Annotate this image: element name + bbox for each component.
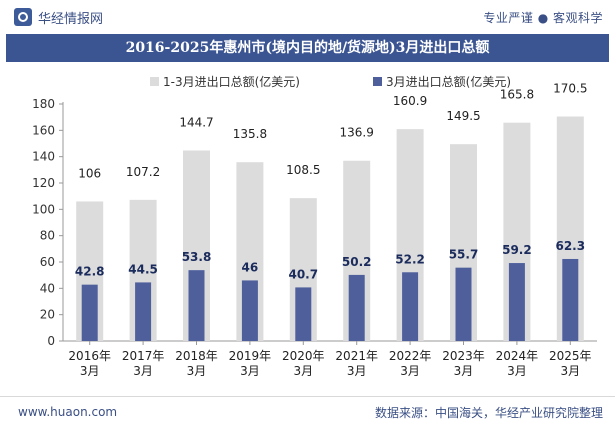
bar-march-3 [241, 280, 258, 341]
bar-march-9 [562, 258, 579, 341]
legend-swatch-0 [150, 77, 159, 86]
y-tick-label: 40 [40, 281, 55, 295]
chart-title: 2016-2025年惠州市(境内目的地/货源地)3月进出口总额 [6, 34, 609, 62]
x-tick-label: 2020年 [282, 349, 325, 363]
y-tick-label: 180 [32, 97, 55, 111]
x-tick-label: 3月 [347, 364, 367, 378]
footer-url: www.huaon.com [18, 405, 118, 419]
data-label-march: 59.2 [502, 243, 532, 257]
bar-march-5 [348, 274, 365, 341]
data-label-ytd: 108.5 [286, 163, 320, 177]
data-label-march: 42.8 [75, 265, 105, 279]
data-label-march: 44.5 [128, 262, 158, 276]
data-label-ytd: 107.2 [126, 165, 160, 179]
bar-march-0 [81, 284, 98, 341]
x-tick-label: 3月 [400, 364, 420, 378]
x-tick-label: 2024年 [496, 349, 539, 363]
bar-chart: 1-3月进出口总额(亿美元) 3月进出口总额(亿美元) 0 20 40 60 80 100 12… [32, 74, 597, 378]
bar-march-7 [455, 267, 472, 341]
data-label-march: 53.8 [182, 250, 212, 264]
legend-swatch-1 [373, 77, 382, 86]
data-label-march: 52.2 [395, 252, 425, 266]
y-tick-label: 60 [40, 255, 55, 269]
data-label-ytd: 149.5 [446, 109, 480, 123]
x-tick-label: 2016年 [68, 349, 111, 363]
x-tick-label: 2025年 [549, 349, 592, 363]
data-label-ytd: 136.9 [340, 126, 374, 140]
data-label-march: 40.7 [288, 267, 318, 281]
y-tick-label: 100 [32, 202, 55, 216]
data-label-ytd: 165.8 [500, 88, 534, 102]
x-tick-label: 3月 [240, 364, 260, 378]
y-tick-label: 80 [40, 229, 55, 243]
x-tick-label: 3月 [80, 364, 100, 378]
footer: www.huaon.com 数据来源：中国海关，华经产业研究院整理 [0, 396, 615, 427]
bar-march-4 [295, 287, 312, 341]
slogan: 专业严谨 ● 客观科学 [483, 10, 603, 25]
x-tick-label: 3月 [454, 364, 474, 378]
top-bar: 华经情报网 专业严谨 ● 客观科学 [0, 0, 615, 34]
x-tick-label: 2019年 [229, 349, 272, 363]
brand-name: 华经情报网 [38, 11, 104, 27]
data-source: 数据来源：中国海关，华经产业研究院整理 [374, 405, 603, 420]
y-tick-label: 120 [32, 176, 55, 190]
x-tick-label: 2017年 [122, 349, 165, 363]
brand: 华经情报网 [14, 8, 103, 27]
legend-label-1: 3月进出口总额(亿美元) [386, 74, 511, 89]
bar-march-6 [402, 272, 419, 341]
x-tick-label: 2018年 [175, 349, 218, 363]
legend-label-0: 1-3月进出口总额(亿美元) [163, 74, 300, 89]
data-label-ytd: 160.9 [393, 94, 427, 108]
data-label-ytd: 170.5 [553, 82, 587, 96]
data-label-march: 50.2 [342, 255, 372, 269]
x-tick-label: 3月 [293, 364, 313, 378]
y-tick-label: 160 [32, 123, 55, 137]
data-label-march: 62.3 [555, 239, 585, 253]
x-tick-label: 2022年 [389, 349, 432, 363]
y-tick-label: 0 [47, 334, 55, 348]
x-tick-label: 3月 [560, 364, 580, 378]
x-tick-label: 3月 [187, 364, 207, 378]
data-label-march: 55.7 [449, 248, 479, 262]
x-tick-label: 2021年 [335, 349, 378, 363]
bar-march-2 [188, 270, 205, 341]
brand-logo-icon [14, 8, 32, 26]
data-label-ytd: 135.8 [233, 127, 267, 141]
x-tick-label: 3月 [507, 364, 527, 378]
data-label-march: 46 [242, 260, 259, 274]
y-tick-label: 140 [32, 150, 55, 164]
y-tick-label: 20 [40, 308, 55, 322]
data-label-ytd: 106 [78, 166, 101, 180]
bar-march-8 [508, 263, 525, 341]
x-tick-label: 3月 [133, 364, 153, 378]
x-tick-label: 2023年 [442, 349, 485, 363]
data-label-ytd: 144.7 [179, 115, 213, 129]
bar-march-1 [135, 282, 152, 341]
